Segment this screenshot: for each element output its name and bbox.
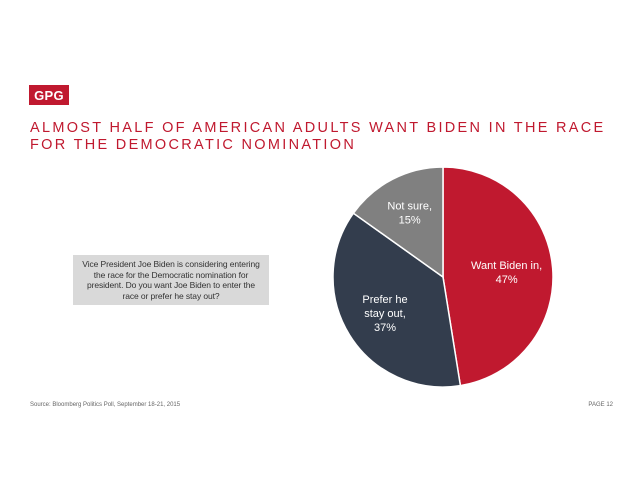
source-note: Source: Bloomberg Politics Poll, Septemb… xyxy=(30,402,181,408)
pie-slice xyxy=(442,166,554,387)
survey-question-text: Vice President Joe Biden is considering … xyxy=(82,259,260,301)
pie-slice-label: Not sure, 15% xyxy=(387,201,432,227)
pie-slice xyxy=(352,166,444,279)
survey-question-box: Vice President Joe Biden is considering … xyxy=(73,255,269,305)
pie-slice-label: Want Biden in, 47% xyxy=(471,260,542,286)
gpg-logo: GPG xyxy=(29,85,69,105)
pie-labels: Want Biden in, 47% Prefer he stay out, 37% No… xyxy=(362,201,542,335)
page-title: ALMOST HALF OF AMERICAN ADULTS WANT BIDE… xyxy=(30,120,606,153)
pie-slice xyxy=(332,212,462,388)
pie-slices xyxy=(332,166,554,388)
page-number: PAGE 12 xyxy=(588,402,613,408)
pie-slice-label: Prefer he stay out, 37% xyxy=(362,294,407,334)
